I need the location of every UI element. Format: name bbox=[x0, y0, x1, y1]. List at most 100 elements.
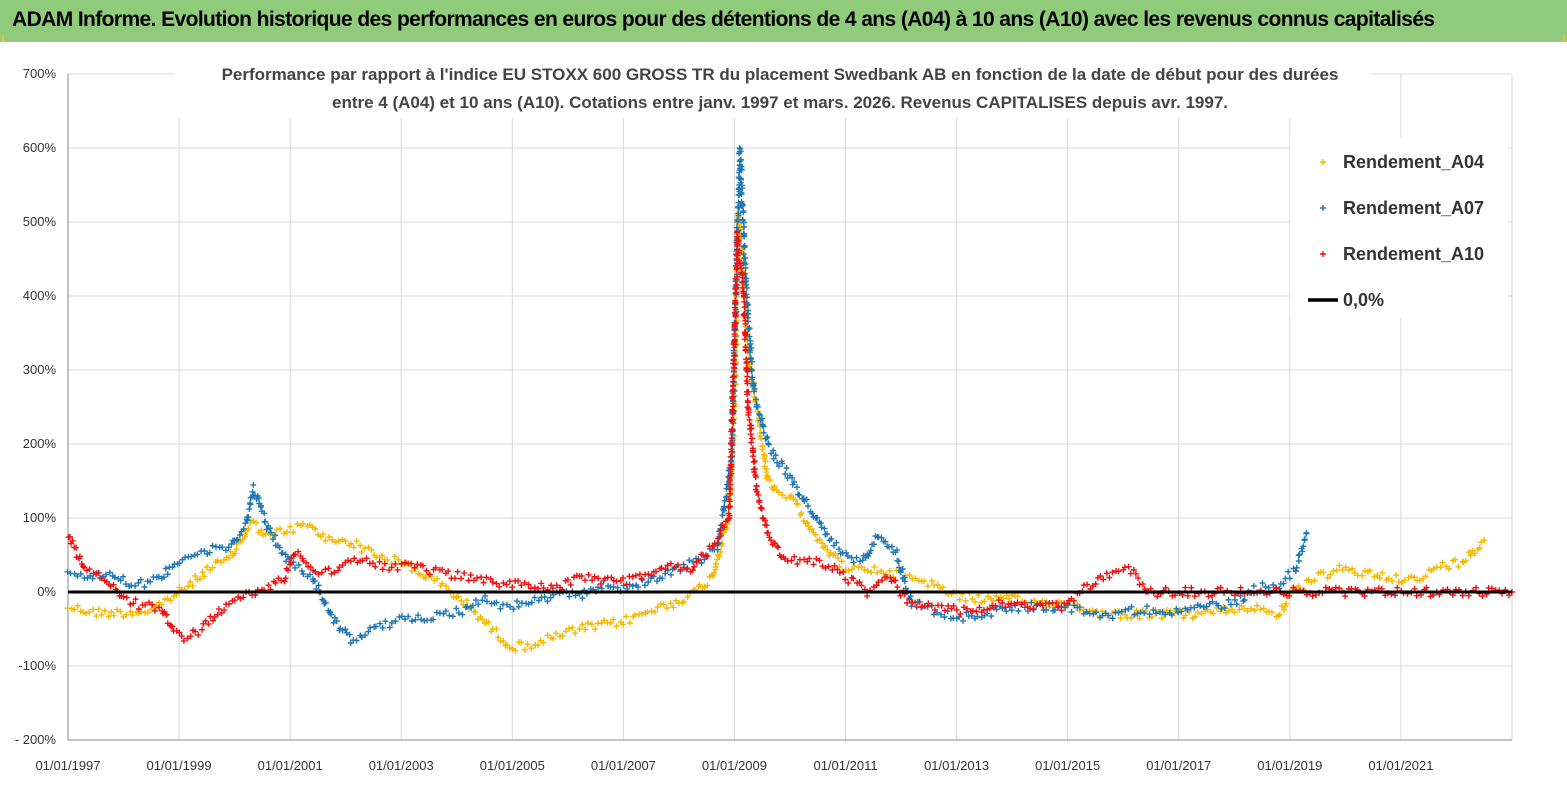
data-point bbox=[1455, 563, 1462, 570]
data-point bbox=[916, 598, 923, 605]
data-point bbox=[1162, 611, 1169, 618]
data-point bbox=[726, 486, 733, 493]
data-point bbox=[372, 563, 379, 570]
data-point bbox=[1133, 607, 1140, 614]
data-point bbox=[110, 581, 117, 588]
data-point bbox=[1295, 583, 1302, 589]
data-point bbox=[671, 564, 678, 571]
data-point bbox=[1221, 605, 1228, 612]
data-point bbox=[278, 577, 285, 584]
data-point bbox=[464, 603, 471, 610]
data-point bbox=[886, 567, 893, 574]
data-point bbox=[731, 352, 738, 359]
data-point bbox=[747, 355, 754, 361]
data-point bbox=[843, 549, 850, 556]
data-point bbox=[162, 565, 169, 572]
data-point bbox=[904, 600, 910, 606]
data-point bbox=[1241, 596, 1248, 603]
data-point bbox=[282, 575, 289, 582]
data-point bbox=[651, 608, 658, 615]
data-point bbox=[395, 556, 402, 563]
data-point bbox=[434, 575, 441, 582]
legend-label-A07: Rendement_A07 bbox=[1343, 198, 1484, 218]
data-point bbox=[579, 595, 586, 602]
y-tick-label: 200% bbox=[23, 436, 57, 451]
data-point bbox=[704, 553, 711, 560]
data-point bbox=[168, 623, 175, 629]
data-point bbox=[423, 567, 430, 574]
data-point bbox=[875, 578, 882, 585]
data-point bbox=[764, 434, 771, 441]
data-point bbox=[544, 632, 551, 639]
data-point bbox=[509, 646, 516, 652]
data-point bbox=[312, 526, 319, 532]
data-point bbox=[353, 538, 360, 544]
data-point bbox=[1324, 574, 1331, 581]
data-point bbox=[515, 603, 522, 610]
data-point bbox=[443, 583, 450, 590]
data-point bbox=[1089, 607, 1096, 614]
data-point bbox=[1342, 593, 1349, 600]
data-point bbox=[206, 549, 213, 556]
data-point bbox=[713, 560, 719, 567]
data-point bbox=[1376, 575, 1383, 582]
data-point bbox=[732, 309, 738, 316]
data-point bbox=[737, 175, 744, 182]
data-point bbox=[864, 592, 871, 599]
data-point bbox=[828, 535, 835, 542]
data-point bbox=[659, 575, 666, 582]
data-point bbox=[1308, 579, 1315, 586]
data-point bbox=[90, 606, 97, 613]
data-point bbox=[69, 537, 76, 544]
data-point bbox=[312, 569, 319, 575]
data-point bbox=[73, 544, 80, 551]
data-point bbox=[132, 596, 139, 603]
data-point bbox=[394, 566, 401, 573]
data-point bbox=[871, 563, 878, 570]
data-point bbox=[751, 388, 758, 395]
data-point bbox=[117, 608, 124, 615]
data-point bbox=[348, 540, 355, 547]
data-point bbox=[277, 525, 284, 532]
data-point bbox=[791, 479, 798, 485]
data-point bbox=[409, 618, 415, 624]
data-point bbox=[738, 203, 745, 209]
data-point bbox=[619, 575, 626, 581]
data-point bbox=[770, 455, 777, 462]
data-point bbox=[531, 584, 538, 591]
data-point bbox=[873, 582, 880, 589]
data-point bbox=[1479, 593, 1486, 600]
data-point bbox=[746, 325, 753, 332]
data-point bbox=[788, 492, 794, 499]
data-point bbox=[484, 598, 490, 605]
data-point bbox=[868, 569, 875, 576]
data-point bbox=[1153, 610, 1160, 617]
series-A10 bbox=[65, 229, 1515, 644]
data-point bbox=[794, 484, 800, 491]
data-point bbox=[307, 564, 314, 571]
data-point bbox=[257, 504, 264, 510]
data-point bbox=[71, 606, 78, 613]
data-point bbox=[101, 607, 108, 614]
data-point bbox=[1413, 592, 1420, 599]
data-point bbox=[86, 566, 93, 573]
data-point bbox=[1184, 606, 1191, 613]
data-point bbox=[735, 210, 742, 217]
data-point bbox=[388, 619, 395, 626]
data-point bbox=[269, 536, 276, 543]
data-point bbox=[294, 521, 301, 527]
data-point bbox=[1141, 610, 1148, 617]
data-point bbox=[169, 623, 176, 630]
data-point bbox=[817, 520, 824, 527]
data-point bbox=[832, 551, 839, 558]
data-point bbox=[1194, 609, 1201, 616]
data-point bbox=[538, 580, 545, 587]
data-point bbox=[1367, 567, 1373, 574]
data-point bbox=[1231, 609, 1238, 616]
data-point bbox=[882, 538, 889, 545]
data-point bbox=[789, 474, 795, 481]
data-point bbox=[731, 361, 738, 368]
data-point bbox=[762, 458, 769, 465]
data-point bbox=[163, 611, 170, 618]
data-point bbox=[831, 562, 838, 569]
